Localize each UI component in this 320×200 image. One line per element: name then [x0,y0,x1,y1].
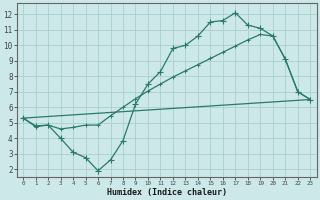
X-axis label: Humidex (Indice chaleur): Humidex (Indice chaleur) [107,188,227,197]
